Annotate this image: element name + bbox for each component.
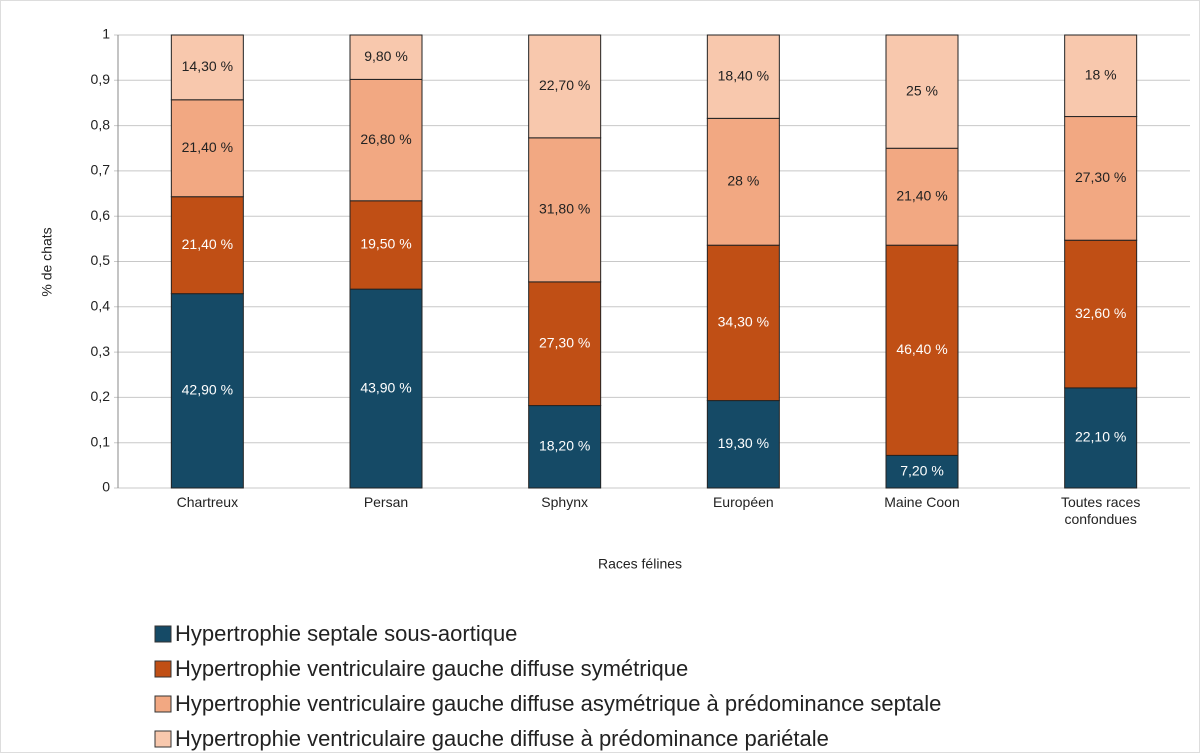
y-tick-label: 0,2	[91, 388, 111, 404]
data-label: 9,80 %	[364, 48, 408, 64]
bar-segment	[170, 196, 244, 295]
data-label: 18 %	[1085, 66, 1117, 82]
y-tick-label: 0,7	[91, 162, 111, 178]
y-tick-label: 0,9	[91, 71, 111, 87]
legend-label: Hypertrophie ventriculaire gauche diffus…	[175, 656, 688, 681]
data-label: 21,40 %	[896, 187, 947, 203]
legend-swatch	[154, 730, 172, 748]
bar-segment	[349, 78, 423, 202]
bar-segment	[706, 400, 780, 489]
legend-label: Hypertrophie ventriculaire gauche diffus…	[175, 726, 829, 751]
y-tick-label: 0,1	[91, 433, 111, 449]
data-label: 18,20 %	[539, 437, 590, 453]
bar-segment	[1064, 116, 1138, 241]
data-label: 19,30 %	[718, 435, 769, 451]
bar-segment	[349, 34, 423, 80]
x-tick-label: Persan	[363, 494, 409, 510]
x-tick-label: Maine Coon	[884, 494, 960, 510]
data-label: 42,90 %	[182, 382, 233, 398]
bar-segment	[706, 34, 780, 119]
data-label: 18,40 %	[718, 67, 769, 83]
data-label: 25 %	[906, 82, 938, 98]
x-axis-title: Races félines	[598, 556, 682, 572]
data-label: 32,60 %	[1075, 305, 1126, 321]
y-axis-title: % de chats	[39, 227, 55, 296]
data-label: 34,30 %	[718, 314, 769, 330]
bar-segment	[170, 293, 244, 489]
bar-segment	[885, 34, 959, 149]
bar-segment	[706, 244, 780, 402]
y-tick-label: 0,3	[91, 343, 111, 359]
bar-segment	[170, 99, 244, 198]
x-tick-label: Chartreux	[176, 494, 239, 510]
legend-swatch	[154, 625, 172, 643]
data-label: 28 %	[727, 172, 759, 188]
bar-segment	[528, 405, 602, 489]
bar-segment	[1064, 387, 1138, 489]
data-label: 22,70 %	[539, 77, 590, 93]
y-tick-label: 1	[102, 26, 110, 42]
data-label: 31,80 %	[539, 201, 590, 217]
data-label: 22,10 %	[1075, 429, 1126, 445]
data-label: 21,40 %	[182, 236, 233, 252]
data-label: 7,20 %	[900, 462, 944, 478]
bar-segment	[885, 454, 959, 489]
bar-segment	[1064, 239, 1138, 389]
legend-swatch	[154, 660, 172, 678]
bar-segment	[349, 288, 423, 489]
bar-segment	[885, 244, 959, 456]
bar-segment	[170, 34, 244, 101]
y-tick-label: 0,6	[91, 207, 111, 223]
bar-segment	[706, 117, 780, 246]
y-tick-label: 0,4	[91, 298, 111, 314]
data-label: 46,40 %	[896, 341, 947, 357]
x-tick-label: Européen	[712, 494, 774, 510]
data-label: 27,30 %	[1075, 169, 1126, 185]
bar-segment	[885, 147, 959, 246]
bar-segment	[528, 137, 602, 283]
data-label: 27,30 %	[539, 334, 590, 350]
data-label: 21,40 %	[182, 139, 233, 155]
bar-segment	[528, 34, 602, 139]
y-tick-label: 0,5	[91, 252, 111, 268]
data-label: 19,50 %	[360, 236, 411, 252]
data-label: 43,90 %	[360, 379, 411, 395]
legend-swatch	[154, 695, 172, 713]
x-tick-label: Sphynx	[541, 494, 588, 510]
y-tick-label: 0	[102, 479, 110, 495]
bar-segment	[1064, 34, 1138, 118]
data-label: 14,30 %	[182, 58, 233, 74]
legend-label: Hypertrophie ventriculaire gauche diffus…	[175, 691, 941, 716]
y-tick-label: 0,8	[91, 116, 111, 132]
data-label: 26,80 %	[360, 131, 411, 147]
x-tick-label: Toutes races confondues	[1060, 494, 1141, 527]
legend-label: Hypertrophie septale sous-aortique	[175, 621, 517, 646]
